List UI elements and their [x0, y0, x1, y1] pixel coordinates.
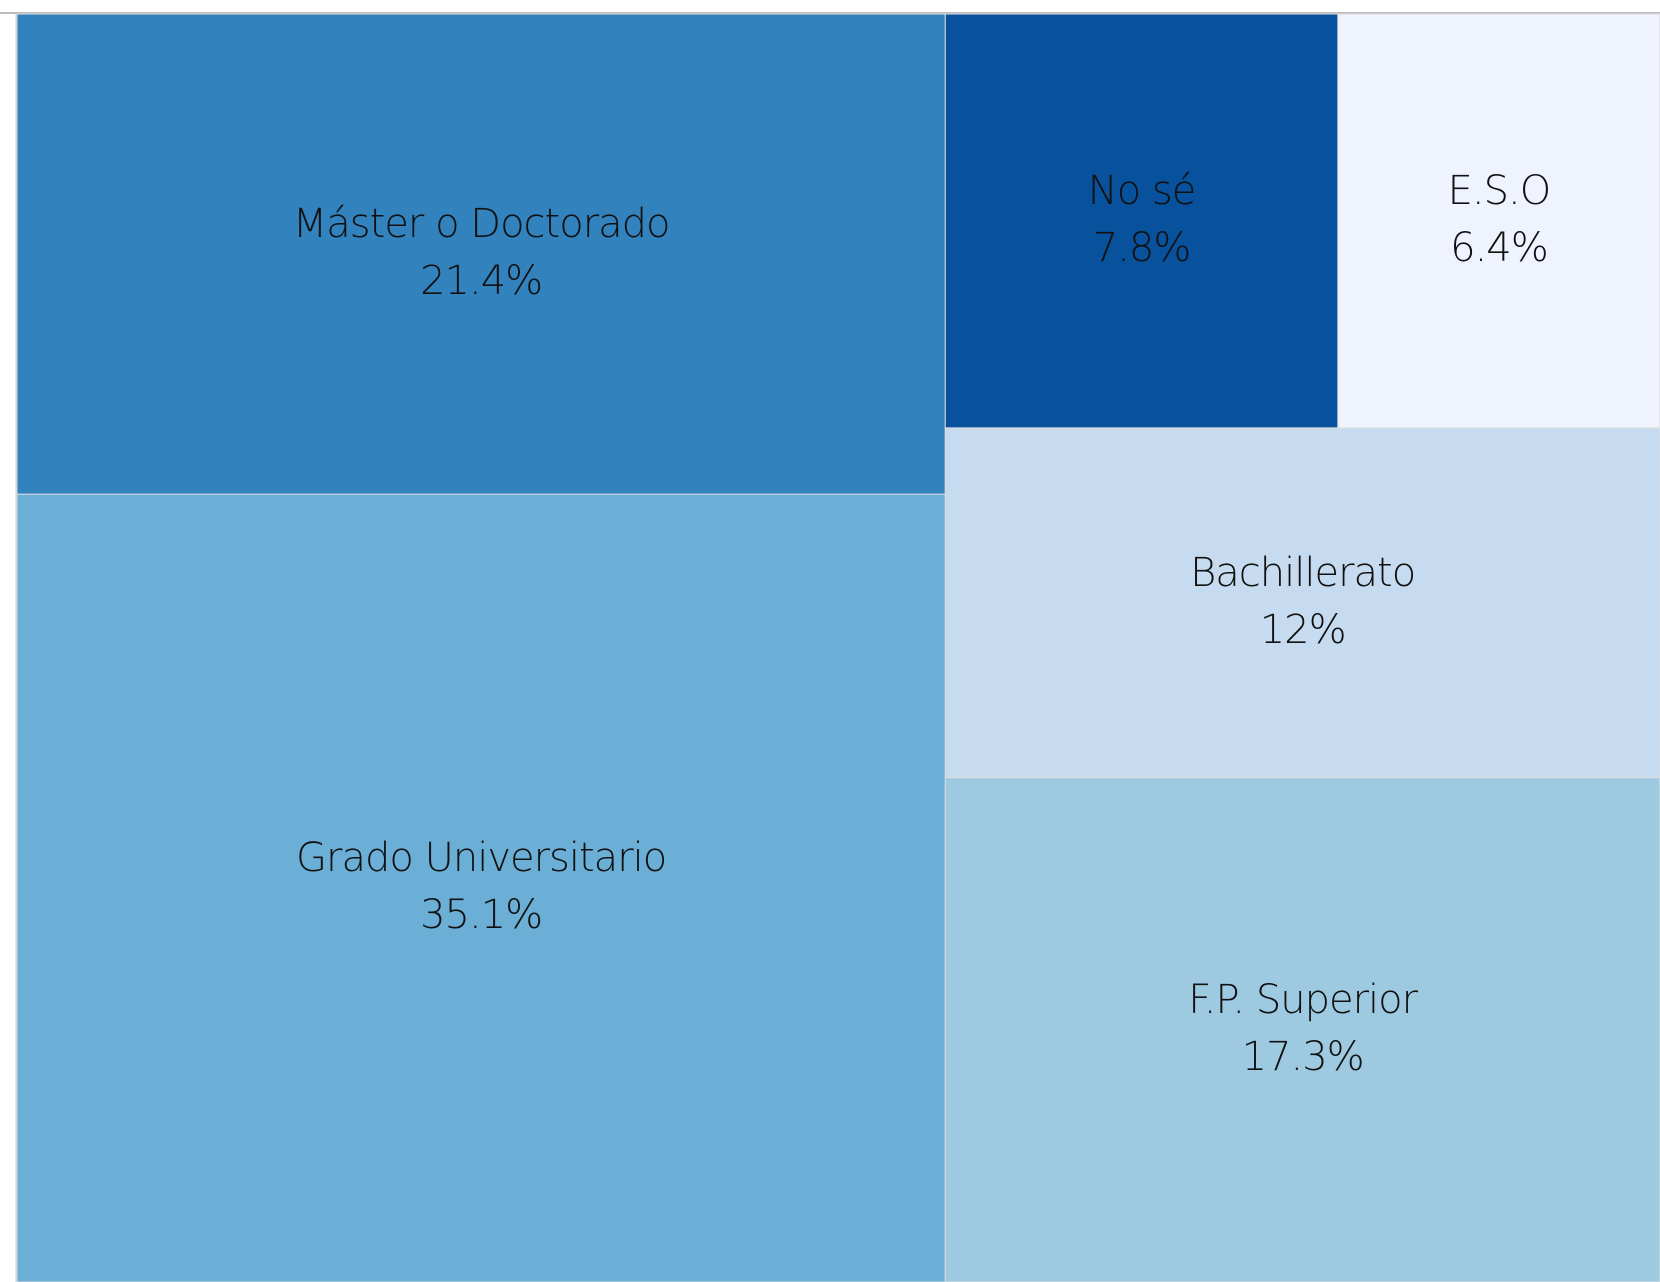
- cell-label: Máster o Doctorado: [293, 201, 670, 247]
- treemap-cell: [944, 427, 1660, 779]
- cell-value-label: 21.4%: [420, 258, 542, 304]
- cell-label: No sé: [1088, 168, 1196, 214]
- treemap-cell: [944, 777, 1660, 1282]
- treemap-cell: [16, 493, 946, 1282]
- cell-label: F.P. Superior: [1188, 977, 1418, 1023]
- cell-value-label: 6.4%: [1450, 225, 1548, 271]
- cell-label: Bachillerato: [1190, 550, 1415, 596]
- cell-value-label: 35.1%: [420, 892, 542, 938]
- cell-label: E.S.O: [1448, 168, 1551, 214]
- cell-value-label: 12%: [1260, 607, 1346, 653]
- cell-value-label: 7.8%: [1093, 225, 1191, 271]
- cell-label: Grado Universitario: [296, 835, 666, 881]
- treemap-cell: [1337, 13, 1660, 429]
- treemap-cell: [16, 13, 946, 495]
- cell-value-label: 17.3%: [1242, 1034, 1364, 1080]
- treemap-cell: [944, 13, 1339, 429]
